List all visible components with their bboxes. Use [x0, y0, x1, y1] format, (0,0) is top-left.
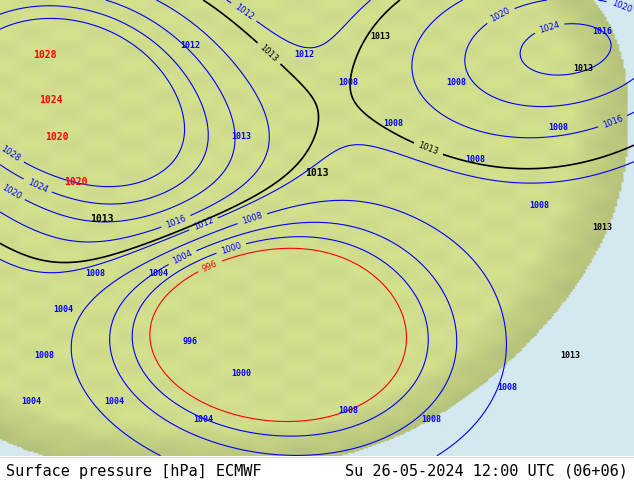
Text: 1012: 1012 — [294, 50, 314, 59]
Text: 1013: 1013 — [560, 351, 581, 360]
Text: 996: 996 — [201, 259, 219, 273]
Text: 1013: 1013 — [370, 32, 391, 41]
Text: 1020: 1020 — [45, 132, 69, 142]
Text: 1020: 1020 — [64, 177, 88, 187]
Text: 1013: 1013 — [417, 141, 440, 157]
Text: 1008: 1008 — [529, 200, 549, 210]
Text: 1028: 1028 — [32, 49, 56, 60]
Text: 1004: 1004 — [148, 269, 169, 278]
Text: 1013: 1013 — [305, 168, 329, 178]
Text: 1020: 1020 — [0, 183, 23, 201]
Text: 1020: 1020 — [610, 0, 633, 14]
Text: 1012: 1012 — [180, 41, 200, 50]
Text: Surface pressure [hPa] ECMWF: Surface pressure [hPa] ECMWF — [6, 464, 262, 479]
Text: 1016: 1016 — [592, 27, 612, 36]
Text: 1024: 1024 — [26, 177, 49, 195]
Text: 1013: 1013 — [231, 132, 251, 141]
Text: 1008: 1008 — [85, 269, 105, 278]
Text: 1004: 1004 — [22, 396, 42, 406]
Text: 1024: 1024 — [39, 95, 63, 105]
Text: 1000: 1000 — [220, 241, 242, 255]
Text: 1008: 1008 — [241, 211, 264, 226]
Text: 1008: 1008 — [497, 383, 517, 392]
Text: 1008: 1008 — [548, 123, 568, 132]
Text: 1012: 1012 — [192, 216, 215, 232]
Text: 1008: 1008 — [421, 415, 441, 424]
Text: 1008: 1008 — [339, 77, 359, 87]
Text: 1013: 1013 — [89, 214, 113, 224]
Text: 1004: 1004 — [193, 415, 213, 424]
Text: 1008: 1008 — [383, 119, 403, 127]
Text: 1024: 1024 — [538, 20, 560, 34]
Text: 1020: 1020 — [489, 6, 512, 24]
Text: 1012: 1012 — [233, 2, 255, 22]
Text: 1004: 1004 — [104, 396, 124, 406]
Text: 1013: 1013 — [573, 64, 593, 73]
Text: 1028: 1028 — [0, 145, 22, 164]
Text: 1013: 1013 — [258, 43, 280, 64]
Text: 1016: 1016 — [601, 114, 624, 130]
Text: 1016: 1016 — [164, 214, 188, 230]
Text: 1008: 1008 — [446, 77, 467, 87]
Text: 1008: 1008 — [34, 351, 55, 360]
Text: Su 26-05-2024 12:00 UTC (06+06): Su 26-05-2024 12:00 UTC (06+06) — [345, 464, 628, 479]
Text: 1004: 1004 — [53, 305, 74, 315]
Text: 1008: 1008 — [339, 406, 359, 415]
Text: 996: 996 — [183, 337, 198, 346]
Text: 1004: 1004 — [171, 248, 194, 266]
Text: 1008: 1008 — [465, 155, 486, 164]
Text: 1000: 1000 — [231, 369, 251, 378]
Text: 1013: 1013 — [592, 223, 612, 232]
